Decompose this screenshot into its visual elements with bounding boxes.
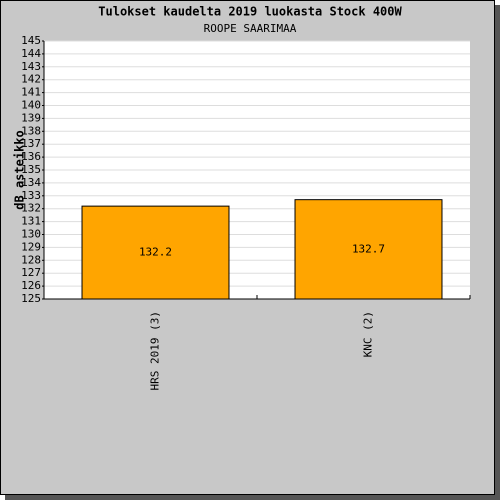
y-tick-label: 138	[21, 124, 41, 137]
x-tick-label: HRS 2019 (3)	[149, 311, 162, 390]
y-tick-label: 145	[21, 34, 41, 47]
y-tick-label: 126	[21, 279, 41, 292]
bar	[81, 205, 230, 300]
y-tick-label: 137	[21, 137, 41, 150]
y-tick-label: 140	[21, 99, 41, 112]
x-tick-label: KNC (2)	[362, 311, 375, 357]
value-label: 132.2	[139, 246, 172, 259]
y-tick-label: 133	[21, 189, 41, 202]
y-tick-label: 139	[21, 111, 41, 124]
y-tick-label: 130	[21, 228, 41, 241]
y-tick-label: 129	[21, 240, 41, 253]
y-tick-label: 128	[21, 253, 41, 266]
y-tick-label: 135	[21, 163, 41, 176]
chart-subtitle: ROOPE SAARIMAA	[204, 22, 297, 35]
y-tick-label: 127	[21, 266, 41, 279]
y-tick-label: 144	[21, 47, 41, 60]
chart-title: Tulokset kaudelta 2019 luokasta Stock 40…	[98, 5, 402, 19]
y-tick-label: 136	[21, 150, 41, 163]
y-tick-label: 141	[21, 86, 41, 99]
y-tick-label: 125	[21, 292, 41, 305]
y-tick-label: 131	[21, 215, 41, 228]
y-tick-label: 134	[21, 176, 41, 189]
y-tick-label: 132	[21, 202, 41, 215]
y-axis-label: dB asteikko	[13, 130, 27, 209]
bar	[294, 199, 443, 300]
y-tick-label: 143	[21, 60, 41, 73]
value-label: 132.7	[352, 242, 385, 255]
y-tick-label: 142	[21, 73, 41, 86]
